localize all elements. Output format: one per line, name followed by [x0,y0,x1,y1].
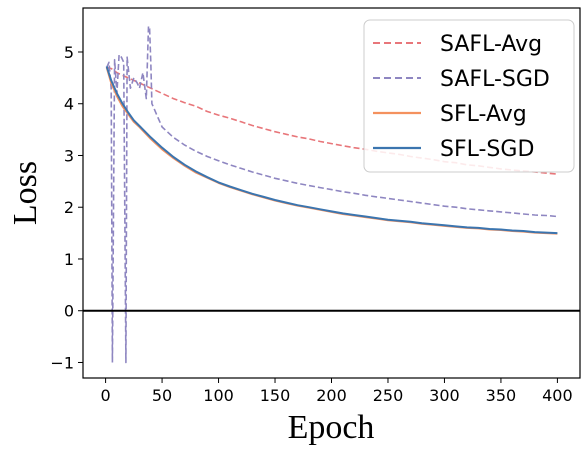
x-tick-label: 50 [152,386,172,405]
x-tick-label: 0 [100,386,110,405]
y-tick-label: −1 [50,353,74,372]
x-tick-label: 350 [486,386,517,405]
x-axis-title: Epoch [288,409,375,446]
y-tick-label: 2 [64,198,74,217]
x-tick-label: 250 [373,386,404,405]
legend-items: SAFL-Avg SAFL-SGD SFL-Avg SFL-SGD [373,32,550,162]
y-tick-label: 0 [64,302,74,321]
y-tick-label: 3 [64,146,74,165]
x-tick-label: 150 [260,386,291,405]
y-tick-label: 1 [64,250,74,269]
legend-label-sfl-sgd: SFL-SGD [440,137,534,162]
series-line-safl-sgd [105,25,558,364]
x-tick-label: 400 [542,386,573,405]
y-axis-title: Loss [7,161,44,225]
series-layer [105,25,558,364]
ticks-layer: 0 50 100 150 200 250 300 350 400 −1 0 1 2 3 4 5 [50,43,572,405]
x-tick-label: 100 [203,386,234,405]
legend-label-safl-avg: SAFL-Avg [440,32,542,57]
legend-box [363,19,575,173]
series-line-sfl-sgd [105,66,558,235]
y-tick-label: 5 [64,43,74,62]
legend: SAFL-Avg SAFL-SGD SFL-Avg SFL-SGD [363,19,575,173]
series-line-safl-avg [106,66,558,175]
legend-label-sfl-avg: SFL-Avg [440,102,527,127]
x-tick-label: 200 [316,386,347,405]
x-tick-label: 300 [429,386,460,405]
y-tick-label: 4 [64,95,74,114]
legend-label-safl-sgd: SAFL-SGD [440,67,550,92]
